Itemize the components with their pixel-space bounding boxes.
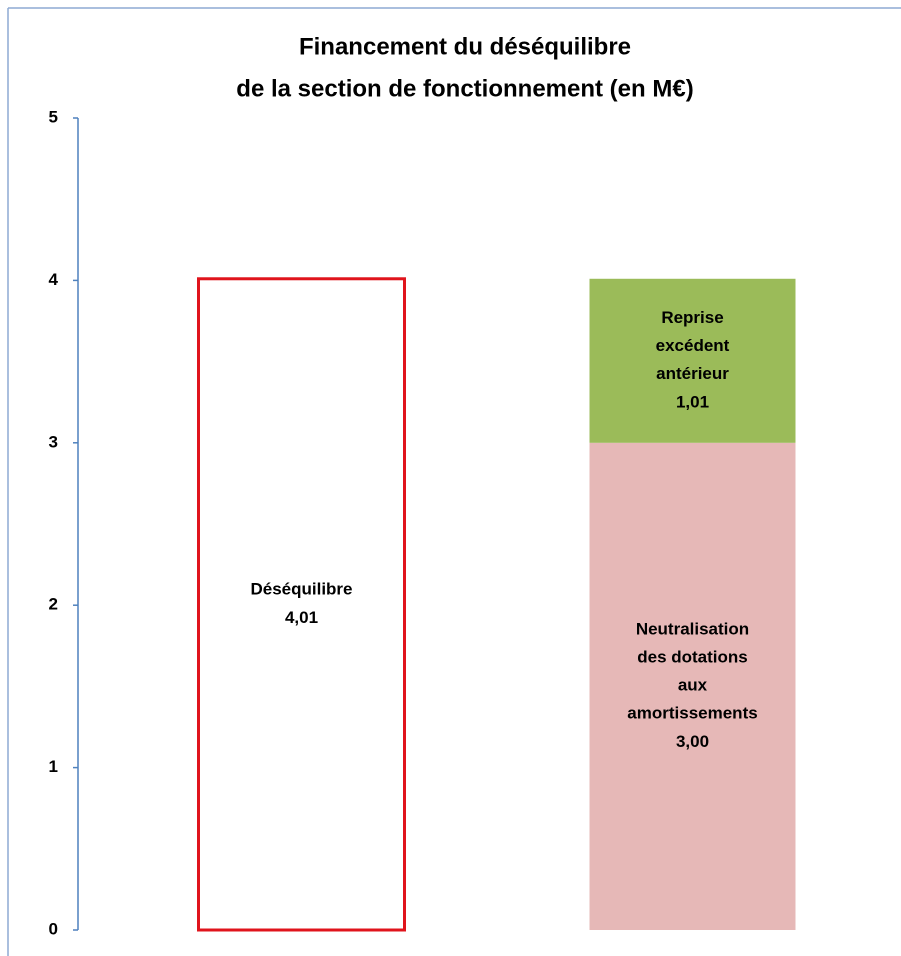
data-label-line: antérieur (656, 364, 729, 383)
y-tick-label: 0 (49, 919, 58, 938)
chart-title: de la section de fonctionnement (en M€) (236, 75, 693, 102)
data-label-line: Neutralisation (636, 620, 749, 639)
data-label-name: Reprise excédent antérieur (656, 308, 730, 383)
y-tick-label: 2 (49, 595, 58, 614)
chart-title: Financement du déséquilibre (299, 33, 631, 60)
data-label-line: excédent (656, 336, 730, 355)
y-tick-label: 5 (49, 107, 58, 126)
bar-segment (589, 278, 796, 443)
data-label-line: amortissements (627, 704, 757, 723)
data-label-name: Neutralisation des dotations aux amortissem… (627, 620, 757, 723)
y-tick-label: 1 (49, 757, 58, 776)
data-label-line: Déséquilibre (250, 580, 352, 599)
data-label-line: Reprise (661, 308, 723, 327)
data-label: 3,00 (676, 732, 709, 751)
data-label-name: Déséquilibre (250, 580, 352, 599)
data-label-line: aux (678, 676, 708, 695)
data-label: 4,01 (285, 608, 318, 627)
y-tick-label: 4 (49, 270, 59, 289)
y-tick-label: 3 (49, 432, 58, 451)
bar-segment (197, 277, 406, 932)
data-label-line: des dotations (637, 648, 748, 667)
bar-segment (589, 442, 796, 930)
data-label: 1,01 (676, 392, 709, 411)
